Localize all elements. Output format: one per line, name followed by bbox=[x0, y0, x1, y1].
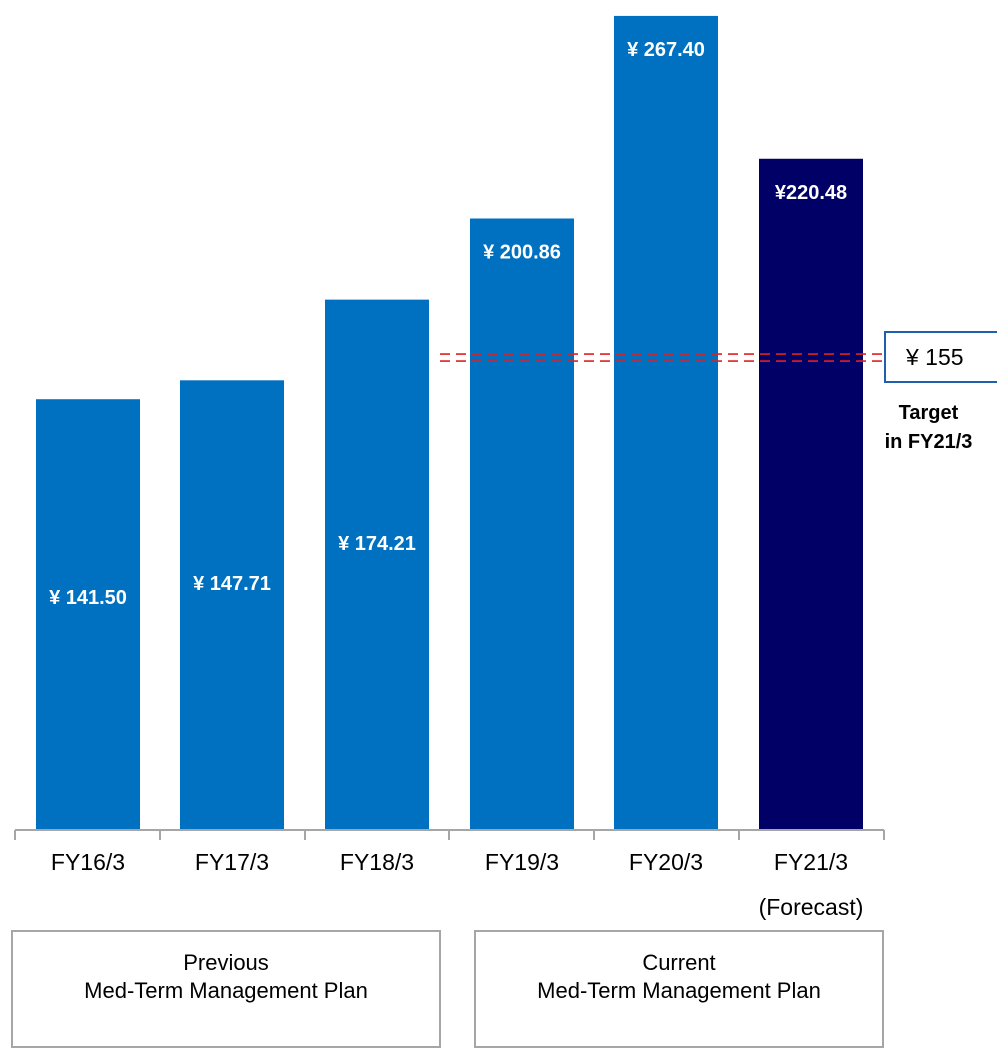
category-note: (Forecast) bbox=[759, 894, 864, 920]
target-note-line1: Target bbox=[898, 402, 959, 424]
category-label: FY19/3 bbox=[485, 849, 559, 875]
bar-FY18/3 bbox=[325, 299, 429, 830]
bar-FY21/3 bbox=[759, 158, 863, 831]
bar-FY16/3 bbox=[36, 399, 140, 830]
bar-chart: ¥ 141.50 FY16/3 ¥ 147.71 FY17/3 ¥ 174.21 FY18… bbox=[14, 15, 885, 920]
target-value-box: ¥ 155 bbox=[884, 331, 997, 383]
category-label: FY20/3 bbox=[629, 849, 703, 875]
value-label: ¥ 147.71 bbox=[193, 573, 271, 595]
category-label: FY16/3 bbox=[51, 849, 125, 875]
value-label: ¥ 267.40 bbox=[627, 39, 705, 61]
target-value-label: ¥ 155 bbox=[906, 343, 964, 370]
category-label: FY17/3 bbox=[195, 849, 269, 875]
category-label: FY18/3 bbox=[340, 849, 414, 875]
value-label: ¥220.48 bbox=[775, 182, 847, 204]
current-plan-line2: Med-Term Management Plan bbox=[537, 978, 821, 1003]
value-label: ¥ 200.86 bbox=[483, 241, 561, 263]
target-note: Target in FY21/3 bbox=[860, 399, 997, 457]
category-label: FY21/3 bbox=[774, 849, 848, 875]
value-label: ¥ 174.21 bbox=[338, 533, 416, 555]
target-note-line2: in FY21/3 bbox=[884, 431, 973, 453]
current-plan-box: Current Med-Term Management Plan bbox=[474, 930, 884, 1048]
bar-FY17/3 bbox=[180, 380, 284, 830]
previous-plan-line2: Med-Term Management Plan bbox=[84, 978, 368, 1003]
previous-plan-line1: Previous bbox=[183, 950, 269, 975]
previous-plan-box: Previous Med-Term Management Plan bbox=[11, 930, 441, 1048]
value-label: ¥ 141.50 bbox=[49, 587, 127, 609]
current-plan-line1: Current bbox=[642, 950, 716, 975]
bar-FY20/3 bbox=[614, 15, 718, 831]
bar-FY19/3 bbox=[470, 218, 574, 830]
